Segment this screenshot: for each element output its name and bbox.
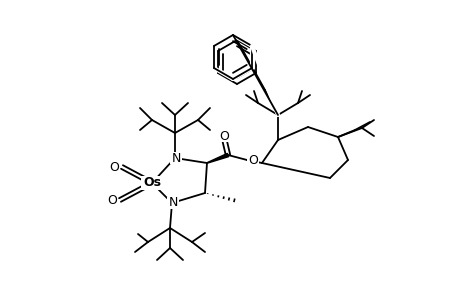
Bar	[170, 152, 182, 164]
Text: N: N	[168, 196, 177, 209]
Text: O: O	[247, 154, 257, 166]
Bar	[218, 130, 230, 142]
Text: N: N	[171, 152, 180, 164]
Bar	[246, 154, 258, 166]
Polygon shape	[207, 153, 228, 163]
Text: O: O	[218, 130, 229, 142]
Bar	[106, 195, 118, 207]
Text: O: O	[109, 160, 119, 173]
Text: O: O	[107, 194, 117, 208]
Bar	[108, 161, 120, 173]
Bar	[141, 176, 162, 190]
Text: Os: Os	[143, 176, 161, 190]
Bar	[167, 197, 179, 209]
